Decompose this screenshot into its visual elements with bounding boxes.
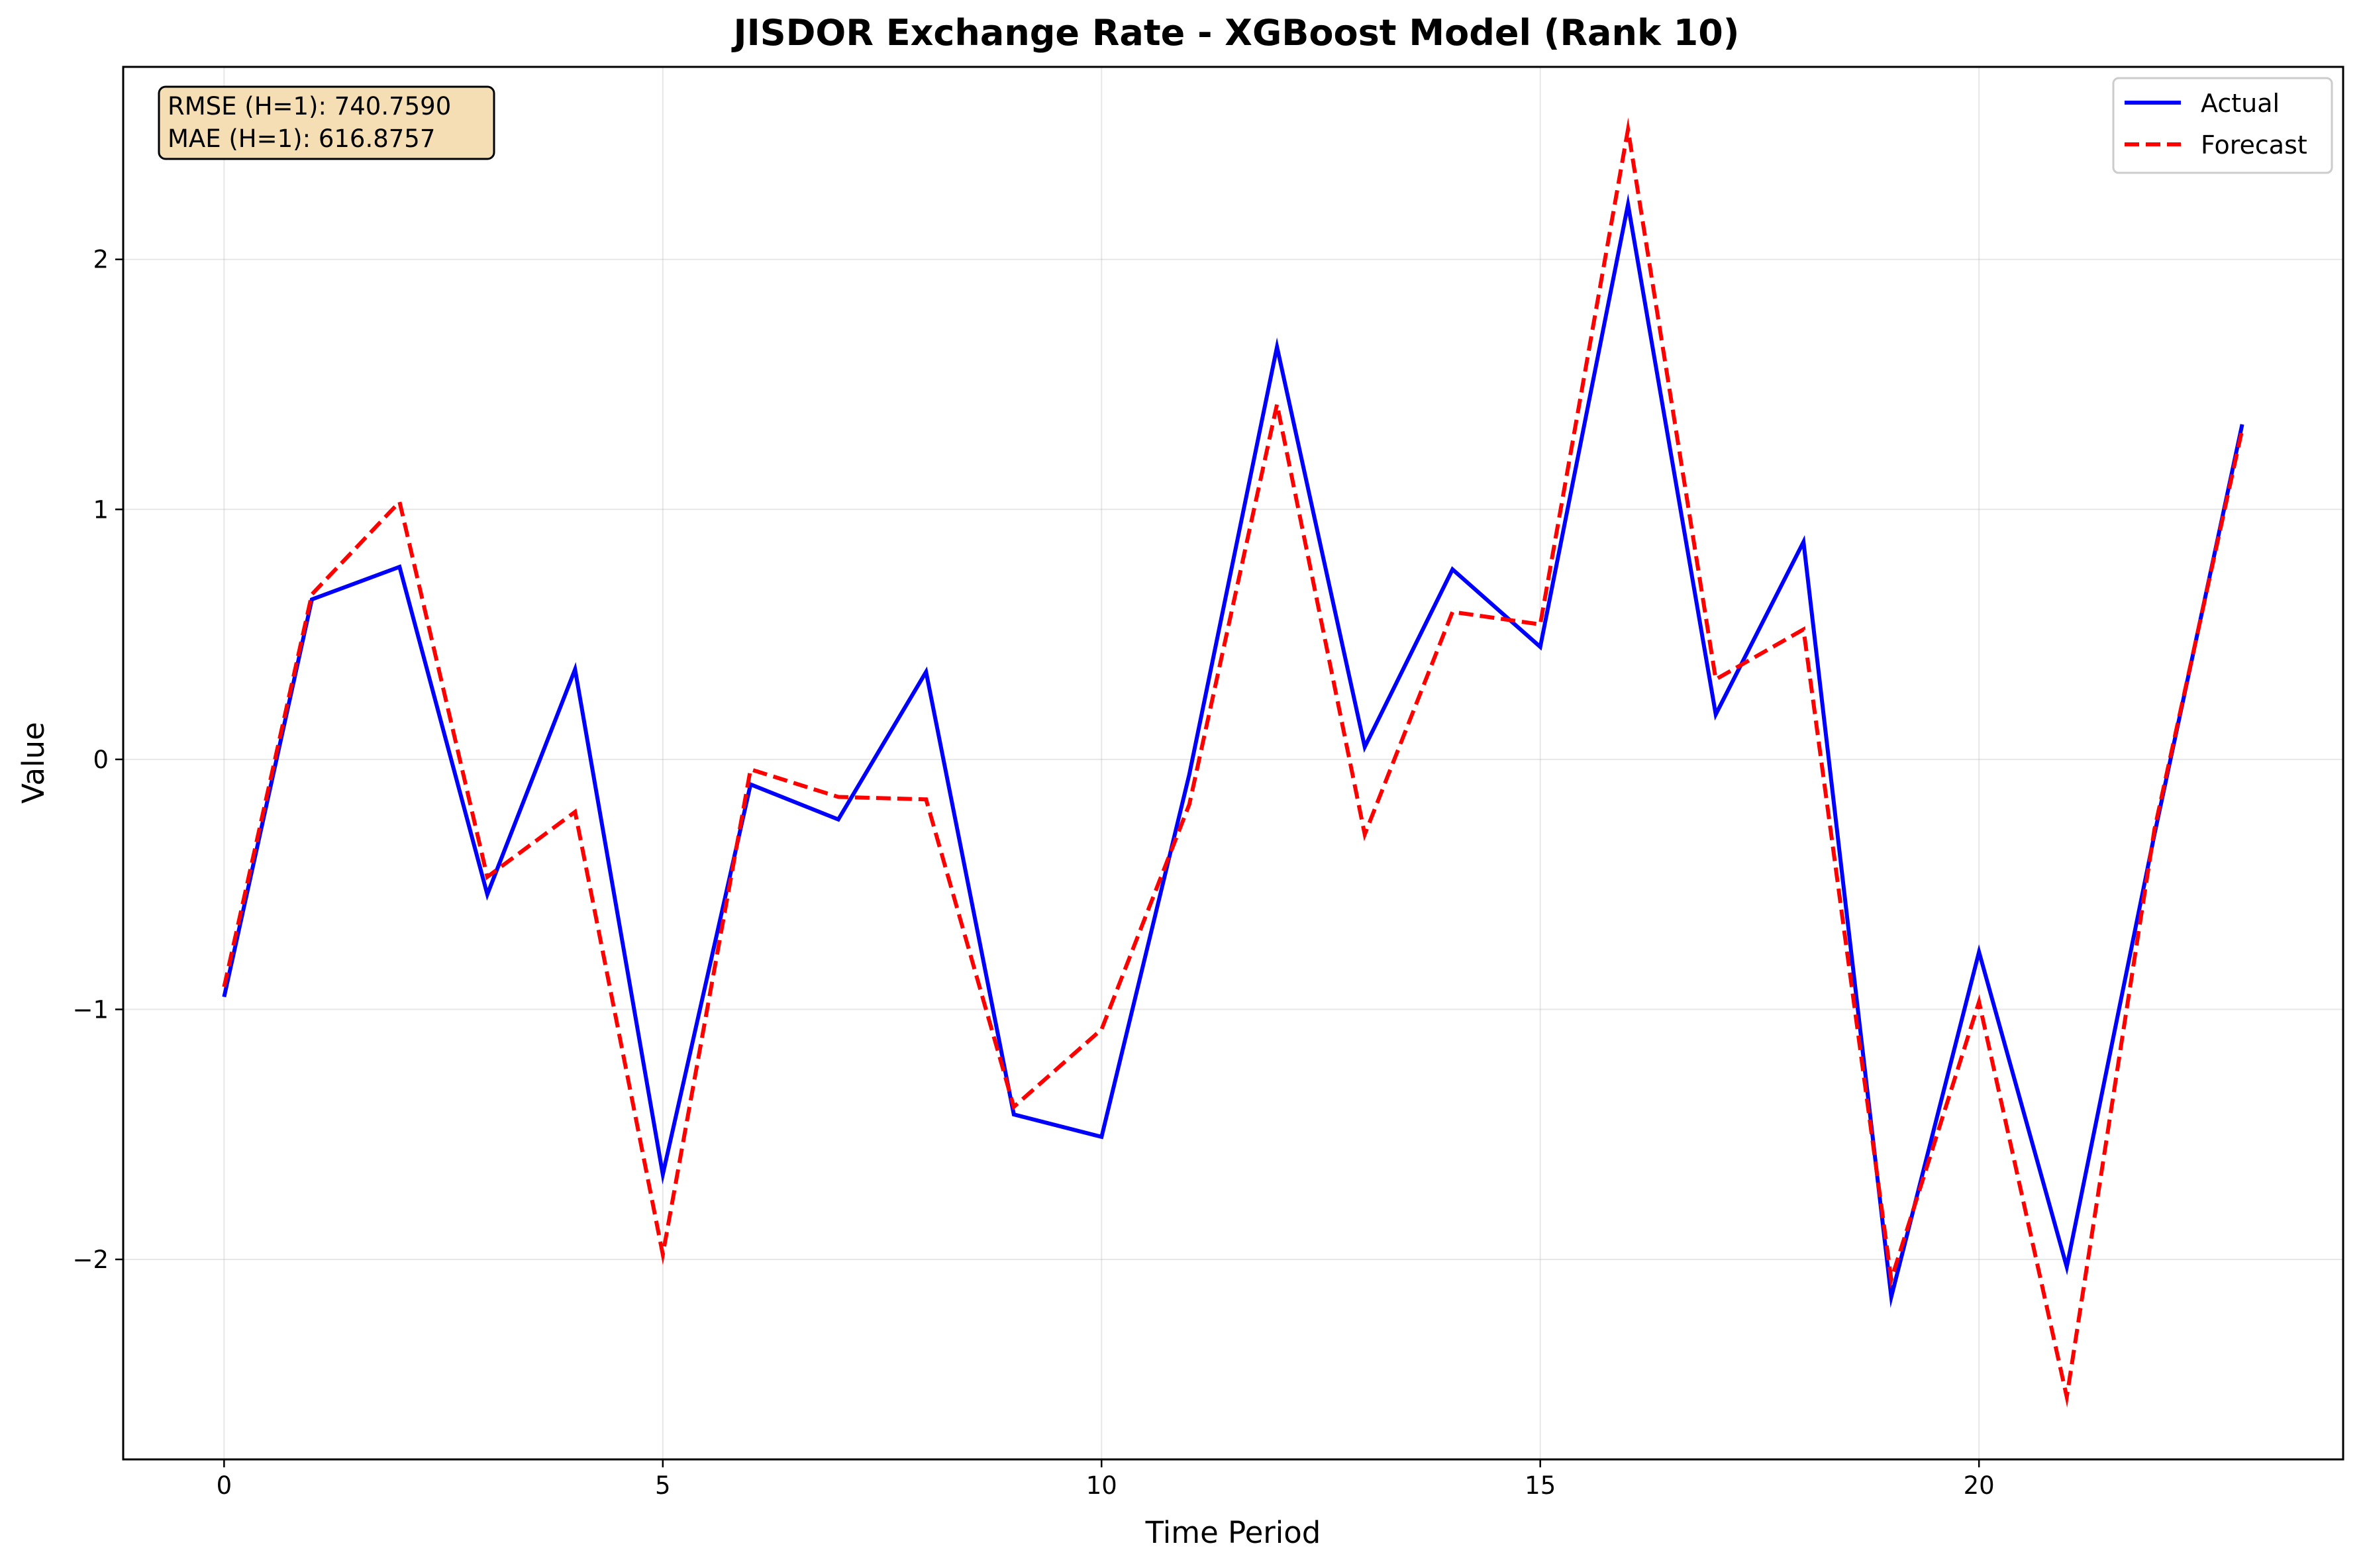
y-tick-label: 2 — [93, 246, 109, 274]
x-axis-label: Time Period — [1145, 1515, 1321, 1550]
metrics-mae: MAE (H=1): 616.8757 — [168, 124, 435, 153]
x-tick-label: 10 — [1086, 1471, 1117, 1500]
metrics-annotation: RMSE (H=1): 740.7590 MAE (H=1): 616.8757 — [158, 85, 495, 160]
metrics-box — [158, 85, 495, 160]
grid — [123, 67, 2343, 1459]
plot-lines — [222, 117, 2244, 1408]
chart-title: JISDOR Exchange Rate - XGBoost Model (Ra… — [731, 12, 1740, 54]
y-tick-label: 0 — [93, 746, 109, 774]
legend: Actual Forecast — [2112, 77, 2333, 174]
y-axis-label: Value — [16, 722, 51, 804]
legend-actual-label: Actual — [2201, 89, 2280, 118]
y-axis: −2 −1 0 1 2 — [72, 246, 123, 1274]
plot-frame — [122, 66, 2344, 1461]
metrics-rmse: RMSE (H=1): 740.7590 — [168, 92, 451, 121]
legend-forecast-label: Forecast — [2201, 130, 2307, 160]
x-tick-label: 0 — [217, 1471, 232, 1500]
series-line-forecast — [222, 117, 2244, 1408]
y-tick-label: 1 — [93, 495, 109, 524]
x-axis: 0 5 10 15 20 — [217, 1459, 1995, 1500]
y-tick-label: −1 — [72, 995, 109, 1024]
x-tick-label: 20 — [1964, 1471, 1995, 1500]
x-tick-label: 15 — [1525, 1471, 1556, 1500]
x-tick-label: 5 — [655, 1471, 671, 1500]
y-tick-label: −2 — [72, 1246, 109, 1274]
